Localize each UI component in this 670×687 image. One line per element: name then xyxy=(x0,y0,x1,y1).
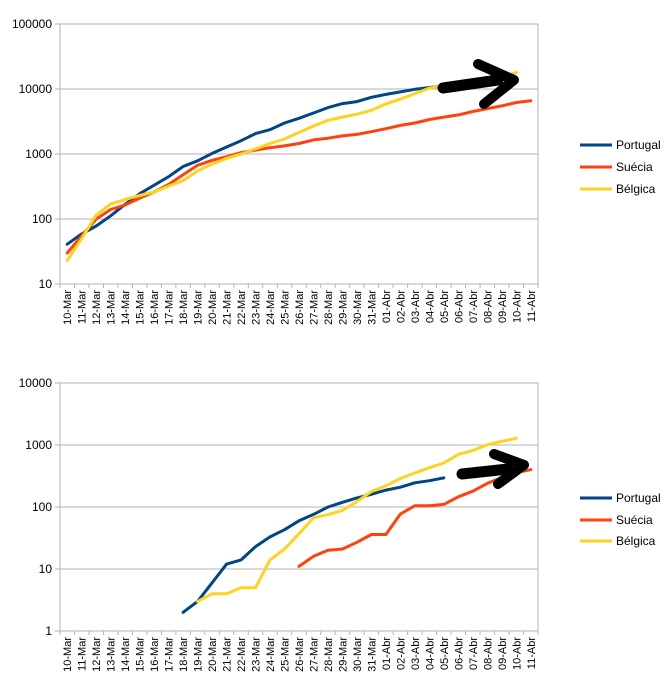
series-line-suecia xyxy=(65,99,533,255)
legend-label: Suécia xyxy=(616,513,653,527)
x-tick-label: 05-Abr xyxy=(439,290,451,323)
x-tick-label: 21-Mar xyxy=(222,290,234,325)
x-tick-label: 20-Mar xyxy=(207,290,219,325)
y-tick-label: 100 xyxy=(32,500,52,514)
x-tick-label: 19-Mar xyxy=(193,290,205,325)
y-tick-label: 10 xyxy=(39,277,53,291)
y-tick-label: 10000 xyxy=(19,82,53,96)
x-tick-label: 14-Mar xyxy=(120,290,132,325)
x-tick-label: 31-Mar xyxy=(366,637,378,672)
x-tick-label: 14-Mar xyxy=(120,637,132,672)
x-tick-label: 20-Mar xyxy=(207,637,219,672)
x-tick-label: 02-Abr xyxy=(395,637,407,670)
x-tick-label: 12-Mar xyxy=(91,637,103,672)
x-tick-label: 22-Mar xyxy=(236,290,248,325)
x-tick-label: 05-Abr xyxy=(439,637,451,670)
arrow-shaft xyxy=(456,463,514,480)
x-tick-label: 24-Mar xyxy=(265,290,277,325)
x-tick-label: 10-Abr xyxy=(511,290,523,323)
x-tick-label: 31-Mar xyxy=(366,290,378,325)
y-tick-label: 1000 xyxy=(25,438,52,452)
x-tick-label: 13-Mar xyxy=(106,637,118,672)
x-tick-label: 28-Mar xyxy=(323,290,335,325)
arrow-head xyxy=(473,59,519,109)
x-tick-label: 13-Mar xyxy=(106,290,118,325)
x-tick-label: 25-Mar xyxy=(280,637,292,672)
x-tick-label: 10-Mar xyxy=(62,290,74,325)
x-tick-label: 17-Mar xyxy=(164,290,176,325)
x-tick-label: 11-Abr xyxy=(526,637,538,670)
x-tick-label: 03-Abr xyxy=(410,637,422,670)
y-tick-label: 1 xyxy=(45,624,52,638)
chart-1: 10 100 1000 10000 100000 10-Mar 11-Mar 12-Mar 13… xyxy=(12,17,661,325)
x-tick-label: 11-Abr xyxy=(526,290,538,323)
x-tick-label: 01-Abr xyxy=(381,637,393,670)
x-tick-label: 07-Abr xyxy=(468,290,480,323)
x-tick-label: 18-Mar xyxy=(178,290,190,325)
x-tick-label: 11-Mar xyxy=(77,637,89,671)
legend: Portugal Suécia Bélgica xyxy=(580,491,661,548)
x-tick-label: 09-Abr xyxy=(497,290,509,323)
x-tick-label: 08-Abr xyxy=(482,637,494,670)
x-tick-label: 24-Mar xyxy=(265,637,277,672)
legend-label: Portugal xyxy=(616,138,661,152)
x-tick-label: 29-Mar xyxy=(337,637,349,672)
x-tick-label: 09-Abr xyxy=(497,637,509,670)
x-tick-label: 07-Abr xyxy=(468,637,480,670)
x-tick-label: 01-Abr xyxy=(381,290,393,323)
y-tick-label: 10 xyxy=(39,562,53,576)
y-tick-label: 100000 xyxy=(12,17,52,31)
legend-label: Bélgica xyxy=(616,534,656,548)
x-tick-label: 27-Mar xyxy=(308,637,320,672)
x-tick-label: 21-Mar xyxy=(222,637,234,672)
x-tick-label: 18-Mar xyxy=(178,637,190,672)
x-tick-label: 30-Mar xyxy=(352,637,364,672)
x-tick-label: 17-Mar xyxy=(164,637,176,672)
legend: Portugal Suécia Bélgica xyxy=(580,138,661,196)
series-line-belgica xyxy=(196,436,518,603)
arrow-head xyxy=(489,449,529,489)
x-tick-label: 16-Mar xyxy=(149,637,161,672)
x-tick-label: 12-Mar xyxy=(91,290,103,325)
x-tick-label: 26-Mar xyxy=(294,290,306,325)
x-tick-label: 06-Abr xyxy=(453,637,465,670)
x-tick-label: 19-Mar xyxy=(193,637,205,672)
arrow-shaft xyxy=(437,74,504,94)
series-line-portugal xyxy=(65,84,446,246)
x-tick-label: 10-Abr xyxy=(511,637,523,670)
x-tick-label: 23-Mar xyxy=(251,637,263,672)
x-tick-label: 03-Abr xyxy=(410,290,422,323)
x-tick-label: 27-Mar xyxy=(308,290,320,325)
x-tick-label: 06-Abr xyxy=(453,290,465,323)
x-tick-label: 22-Mar xyxy=(236,637,248,672)
y-tick-label: 100 xyxy=(32,212,52,226)
x-tick-label: 25-Mar xyxy=(280,290,292,325)
x-tick-label: 29-Mar xyxy=(337,290,349,325)
x-tick-label: 15-Mar xyxy=(135,290,147,325)
x-tick-label: 23-Mar xyxy=(251,290,263,325)
x-tick-label: 26-Mar xyxy=(294,637,306,672)
x-tick-label: 16-Mar xyxy=(149,290,161,325)
y-tick-label: 1000 xyxy=(25,147,52,161)
x-tick-label: 08-Abr xyxy=(482,290,494,323)
x-tick-label: 10-Mar xyxy=(62,637,74,672)
series-line-suecia xyxy=(297,468,533,568)
legend-label: Bélgica xyxy=(616,182,656,196)
x-tick-label: 04-Abr xyxy=(424,290,436,323)
series-line-portugal xyxy=(181,476,446,614)
legend-label: Portugal xyxy=(616,491,661,505)
legend-label: Suécia xyxy=(616,160,653,174)
x-tick-label: 04-Abr xyxy=(424,637,436,670)
x-tick-label: 11-Mar xyxy=(77,290,89,324)
x-tick-label: 28-Mar xyxy=(323,637,335,672)
x-tick-label: 02-Abr xyxy=(395,290,407,323)
x-tick-label: 30-Mar xyxy=(352,290,364,325)
y-tick-label: 10000 xyxy=(19,376,53,390)
x-tick-label: 15-Mar xyxy=(135,637,147,672)
